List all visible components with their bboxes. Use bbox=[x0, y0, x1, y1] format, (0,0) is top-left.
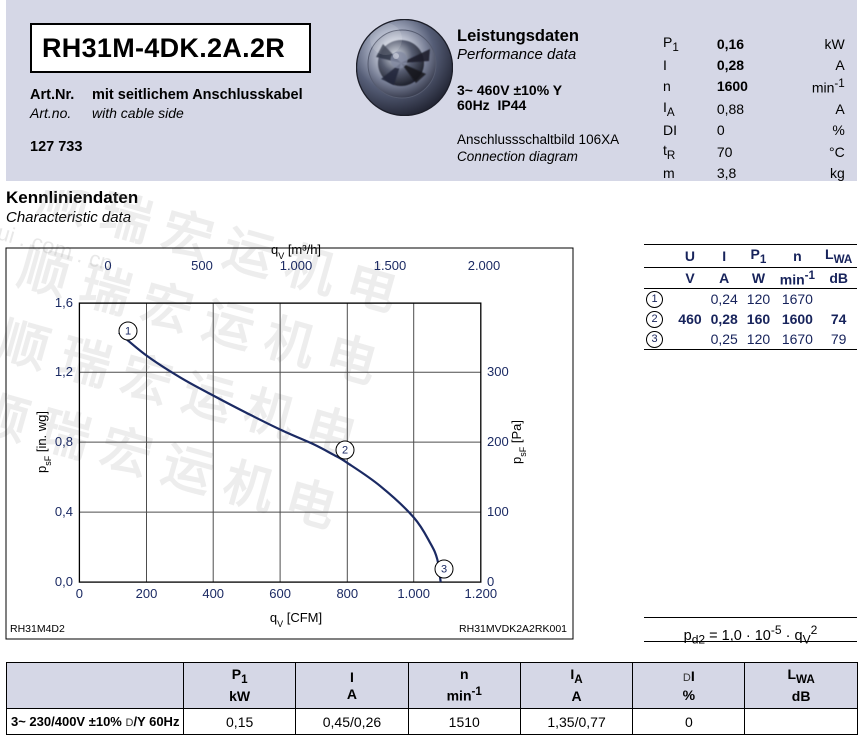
svg-text:1,6: 1,6 bbox=[55, 295, 73, 310]
svg-text:300: 300 bbox=[487, 364, 509, 379]
svg-text:3: 3 bbox=[441, 564, 447, 576]
svg-text:RH31M4D2: RH31M4D2 bbox=[10, 623, 65, 635]
svg-text:1.500: 1.500 bbox=[374, 258, 407, 273]
svg-text:0,8: 0,8 bbox=[55, 434, 73, 449]
svg-text:100: 100 bbox=[487, 504, 509, 519]
svg-text:200: 200 bbox=[136, 586, 158, 601]
svg-text:600: 600 bbox=[269, 586, 291, 601]
svg-text:RH31MVDK2A2RK001: RH31MVDK2A2RK001 bbox=[459, 623, 567, 635]
svg-text:1.000: 1.000 bbox=[397, 586, 430, 601]
svg-text:2: 2 bbox=[342, 445, 348, 457]
svg-text:qV [CFM]: qV [CFM] bbox=[270, 610, 322, 629]
svg-text:2.000: 2.000 bbox=[468, 258, 501, 273]
svg-text:1,2: 1,2 bbox=[55, 364, 73, 379]
svg-text:400: 400 bbox=[202, 586, 224, 601]
svg-text:800: 800 bbox=[336, 586, 358, 601]
svg-text:0: 0 bbox=[104, 258, 111, 273]
svg-text:1: 1 bbox=[125, 326, 131, 338]
svg-text:0,0: 0,0 bbox=[55, 574, 73, 589]
svg-text:0: 0 bbox=[76, 586, 83, 601]
svg-text:1.000: 1.000 bbox=[280, 258, 313, 273]
svg-text:psF [Pa]: psF [Pa] bbox=[509, 420, 528, 464]
svg-text:0,4: 0,4 bbox=[55, 504, 73, 519]
svg-text:500: 500 bbox=[191, 258, 213, 273]
svg-text:psF [in. wg]: psF [in. wg] bbox=[34, 411, 53, 473]
svg-text:200: 200 bbox=[487, 434, 509, 449]
svg-text:1.200: 1.200 bbox=[465, 586, 498, 601]
